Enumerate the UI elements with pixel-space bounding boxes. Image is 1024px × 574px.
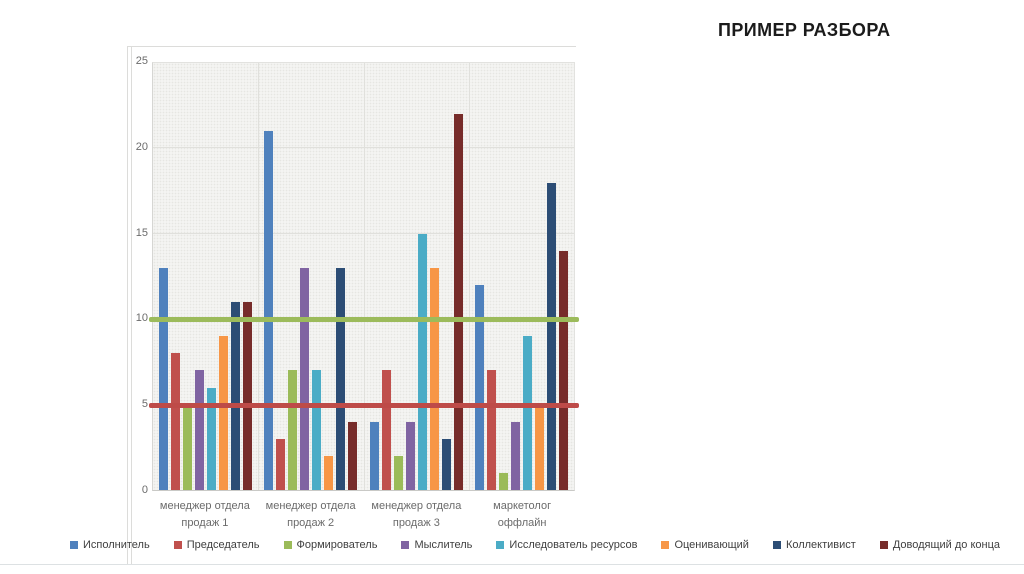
bar-series-3 [183, 404, 193, 490]
legend-label: Коллективист [785, 539, 856, 551]
legend-swatch-icon [661, 541, 670, 549]
gridline-vertical [363, 63, 365, 490]
legend-swatch-icon [772, 541, 781, 549]
y-tick-label: 20 [135, 140, 148, 153]
bar-groups [153, 63, 574, 490]
legend-swatch-icon [496, 541, 505, 549]
legend-label: Доводящий до конца [892, 539, 1001, 551]
bar-series-7 [231, 302, 241, 490]
y-tick-label: 15 [135, 226, 148, 239]
legend-swatch-icon [173, 541, 182, 549]
legend-label: Председатель [186, 539, 260, 551]
bar-series-1 [264, 131, 274, 490]
bar-series-6 [429, 267, 439, 490]
legend-item: Председатель [173, 539, 260, 551]
bar-series-6 [534, 404, 544, 490]
bar-series-2 [276, 438, 286, 490]
bar-series-4 [510, 421, 520, 490]
reference-line-5 [149, 402, 579, 408]
bar-series-2 [171, 353, 181, 490]
bar-series-3 [288, 370, 298, 490]
legend-swatch-icon [879, 541, 888, 549]
bar-series-4 [195, 370, 205, 490]
bar-series-1 [159, 267, 169, 490]
legend: Исполнитель Председатель Формирователь Мысл… [69, 539, 1000, 551]
legend-label: Мыслитель [414, 539, 473, 551]
legend-swatch-icon [401, 541, 410, 549]
chart-frame-top-border [127, 46, 576, 47]
bar-series-3 [498, 472, 508, 490]
bar-series-2 [486, 370, 496, 490]
legend-item: Мыслитель [401, 539, 472, 551]
legend-label: Исследователь ресурсов [509, 539, 638, 551]
legend-item: Исследователь ресурсов [496, 539, 637, 551]
legend-item: Исполнитель [69, 539, 150, 551]
x-category-label: менеджер отдела продаж 2 [265, 500, 356, 529]
legend-label: Оценивающий [674, 539, 749, 551]
bar-series-8 [453, 114, 463, 490]
plot-area [152, 62, 575, 491]
bar-group [364, 63, 469, 490]
bar-series-6 [324, 455, 334, 490]
bar-series-8 [348, 421, 358, 490]
bar-series-3 [393, 455, 403, 490]
legend-swatch-icon [283, 541, 292, 549]
bar-series-4 [300, 267, 310, 490]
bar-series-7 [336, 267, 346, 490]
legend-item: Доводящий до конца [879, 539, 1001, 551]
legend-swatch-icon [69, 541, 78, 549]
bar-series-1 [369, 421, 379, 490]
chart-frame-left-border [127, 46, 128, 564]
legend-label: Исполнитель [82, 539, 150, 551]
bar-group [258, 63, 363, 490]
y-tick-label: 10 [135, 312, 148, 325]
bar-series-7 [546, 182, 556, 490]
gridline-vertical [468, 63, 470, 490]
bar-series-1 [474, 285, 484, 490]
legend-item: Оценивающий [661, 539, 749, 551]
legend-item: Формирователь [283, 539, 378, 551]
bar-series-7 [441, 438, 451, 490]
bar-series-5 [417, 233, 427, 490]
legend-label: Формирователь [296, 539, 378, 551]
bar-series-8 [243, 302, 253, 490]
bar-series-5 [312, 370, 322, 490]
bar-series-5 [207, 387, 217, 490]
x-category-label: маркетолог оффлайн [493, 500, 552, 529]
reference-line-10 [149, 316, 579, 322]
legend-item: Коллективист [772, 539, 856, 551]
y-tick-label: 25 [135, 55, 148, 67]
y-tick-label: 0 [141, 484, 148, 496]
x-axis-labels: менеджер отдела продаж 1 менеджер отдела … [152, 498, 575, 531]
chart-frame-left-border-inner [131, 46, 132, 564]
bar-series-8 [558, 250, 568, 490]
slide-title: ПРИМЕР РАЗБОРА [718, 20, 891, 40]
y-tick-label: 5 [141, 398, 148, 411]
bar-series-6 [219, 336, 229, 490]
x-category-label: менеджер отдела продаж 1 [159, 500, 250, 529]
bar-series-2 [381, 370, 391, 490]
bar-series-4 [405, 421, 415, 490]
bar-group [469, 63, 574, 490]
bar-group [153, 63, 258, 490]
bar-series-5 [522, 336, 532, 490]
slide-bottom-rule [0, 564, 1024, 565]
x-category-label: менеджер отдела продаж 3 [371, 500, 462, 529]
gridline-vertical [258, 63, 260, 490]
